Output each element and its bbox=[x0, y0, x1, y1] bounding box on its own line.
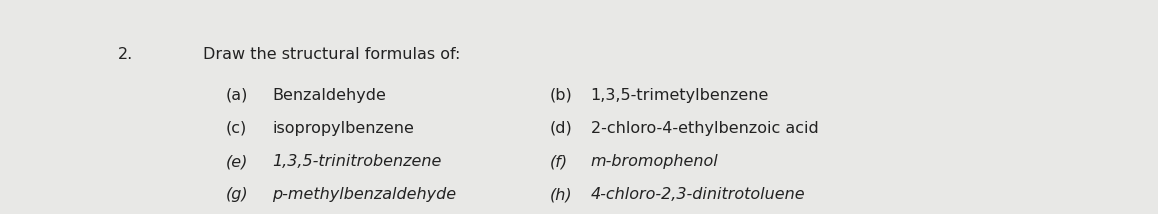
Text: (d): (d) bbox=[550, 121, 573, 136]
Text: 2-chloro-4-ethylbenzoic acid: 2-chloro-4-ethylbenzoic acid bbox=[591, 121, 819, 136]
Text: (a): (a) bbox=[226, 88, 248, 103]
Text: 1,3,5-trinitrobenzene: 1,3,5-trinitrobenzene bbox=[272, 154, 441, 169]
Text: p-methylbenzaldehyde: p-methylbenzaldehyde bbox=[272, 187, 456, 202]
Text: (e): (e) bbox=[226, 154, 248, 169]
Text: (b): (b) bbox=[550, 88, 573, 103]
Text: m-bromophenol: m-bromophenol bbox=[591, 154, 718, 169]
Text: (h): (h) bbox=[550, 187, 573, 202]
Text: Draw the structural formulas of:: Draw the structural formulas of: bbox=[203, 47, 460, 62]
Text: isopropylbenzene: isopropylbenzene bbox=[272, 121, 415, 136]
Text: (g): (g) bbox=[226, 187, 249, 202]
Text: (c): (c) bbox=[226, 121, 247, 136]
Text: (f): (f) bbox=[550, 154, 569, 169]
Text: 4-chloro-2,3-dinitrotoluene: 4-chloro-2,3-dinitrotoluene bbox=[591, 187, 805, 202]
Text: Benzaldehyde: Benzaldehyde bbox=[272, 88, 386, 103]
Text: 1,3,5-trimetylbenzene: 1,3,5-trimetylbenzene bbox=[591, 88, 769, 103]
Text: 2.: 2. bbox=[118, 47, 133, 62]
